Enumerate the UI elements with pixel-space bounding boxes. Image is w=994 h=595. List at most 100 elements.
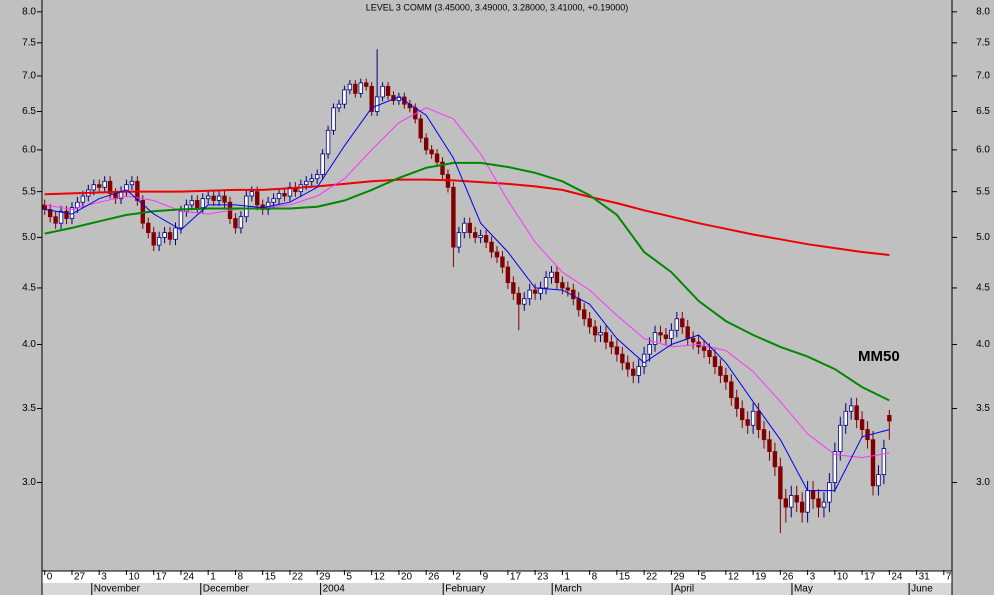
candle-body (571, 289, 576, 300)
candle-body (516, 292, 521, 305)
candle-body (483, 235, 489, 243)
candle-body (565, 287, 571, 291)
candle-body (189, 200, 195, 206)
candle-body (522, 298, 527, 305)
candle-body (282, 192, 287, 197)
y-tick-label: 6.0 (22, 145, 36, 156)
candle-body (511, 282, 516, 294)
y-tick-label: 8.0 (22, 6, 36, 17)
candle-body (543, 276, 549, 289)
candle-body (745, 419, 750, 426)
candle-body (609, 341, 614, 348)
candle-body (102, 180, 107, 188)
x-tick-label: 15 (265, 572, 277, 583)
x-tick-label: 19 (755, 572, 767, 583)
candle-body (80, 195, 86, 203)
candle-body (369, 85, 374, 112)
y-tick-label-right: 3.5 (976, 403, 990, 414)
candle-body (53, 216, 58, 224)
candle-body (740, 408, 745, 421)
y-tick-label: 3.0 (22, 477, 36, 488)
candle-body (255, 191, 260, 206)
y-tick-label-right: 8.0 (976, 6, 990, 17)
x-tick-label: 9 (483, 572, 489, 583)
candle-body (707, 350, 712, 358)
candle-body (173, 227, 178, 240)
candle-body (97, 184, 102, 188)
y-tick-label-right: 6.0 (976, 145, 990, 156)
candle-body (58, 210, 64, 224)
candle-body (456, 232, 462, 248)
candle-body (838, 424, 843, 452)
candle-body (674, 318, 680, 331)
x-tick-label: 1 (210, 572, 216, 583)
x-tick-label: 15 (619, 572, 631, 583)
candle-body (75, 201, 80, 209)
x-tick-label: 8 (592, 572, 598, 583)
candle-body (636, 366, 641, 376)
x-tick-label: 10 (837, 572, 849, 583)
candle-body (494, 251, 500, 258)
candle-body (151, 232, 156, 246)
candle-body (238, 216, 244, 229)
x-tick-label: 5 (346, 572, 352, 583)
candle-body (712, 356, 718, 367)
candle-body (827, 482, 832, 503)
candle-body (325, 129, 331, 155)
candle-body (64, 210, 69, 219)
candle-body (887, 415, 892, 422)
month-label: November (94, 584, 141, 595)
candle-body (451, 186, 456, 248)
y-tick-label-right: 4.0 (976, 339, 990, 350)
x-tick-label: 29 (673, 572, 685, 583)
x-tick-label: 26 (782, 572, 794, 583)
candle-body (767, 439, 772, 452)
x-tick-label: 29 (319, 572, 331, 583)
y-tick-label: 5.0 (22, 232, 36, 243)
candle-body (631, 368, 636, 376)
x-tick-label: 8 (237, 572, 243, 583)
chart-title: LEVEL 3 COMM (3.45000, 3.49000, 3.28000,… (366, 2, 629, 12)
candle-body (505, 266, 511, 284)
candle-body (625, 362, 630, 370)
y-tick-label-right: 3.0 (976, 477, 990, 488)
candle-body (440, 161, 445, 175)
y-tick-label: 4.0 (22, 339, 36, 350)
candle-body (658, 332, 663, 336)
x-tick-label: 23 (537, 572, 549, 583)
x-tick-label: 3 (101, 572, 107, 583)
moving-average (44, 161, 890, 402)
candle-body (729, 381, 734, 399)
candle-body (641, 353, 647, 367)
candle-body (647, 344, 652, 355)
candle-body (778, 466, 783, 500)
month-label: June (911, 584, 933, 595)
candle-body (598, 332, 603, 336)
candle-body (462, 222, 467, 234)
candle-body (554, 271, 560, 284)
x-tick-label: 22 (646, 572, 658, 583)
x-tick-label: 22 (292, 572, 304, 583)
candle-body (854, 405, 859, 421)
candle-body (843, 410, 848, 426)
x-tick-label: 17 (156, 572, 168, 583)
candle-body (489, 241, 494, 253)
x-tick-label: 2 (455, 572, 461, 583)
candle-body (309, 178, 314, 182)
candle-body (881, 448, 887, 475)
y-tick-label: 7.0 (22, 71, 36, 82)
candle-body (47, 209, 53, 218)
candle-body (358, 82, 363, 94)
y-tick-label-right: 5.0 (976, 232, 990, 243)
candle-body (587, 318, 592, 328)
month-label: 2004 (323, 584, 346, 595)
candle-body (701, 346, 707, 351)
y-tick-label-right: 4.5 (976, 283, 990, 294)
x-tick-label: 17 (510, 572, 522, 583)
candle-body (467, 222, 472, 234)
candle-body (216, 195, 222, 201)
candle-body (680, 318, 685, 328)
candle-body (429, 149, 434, 155)
